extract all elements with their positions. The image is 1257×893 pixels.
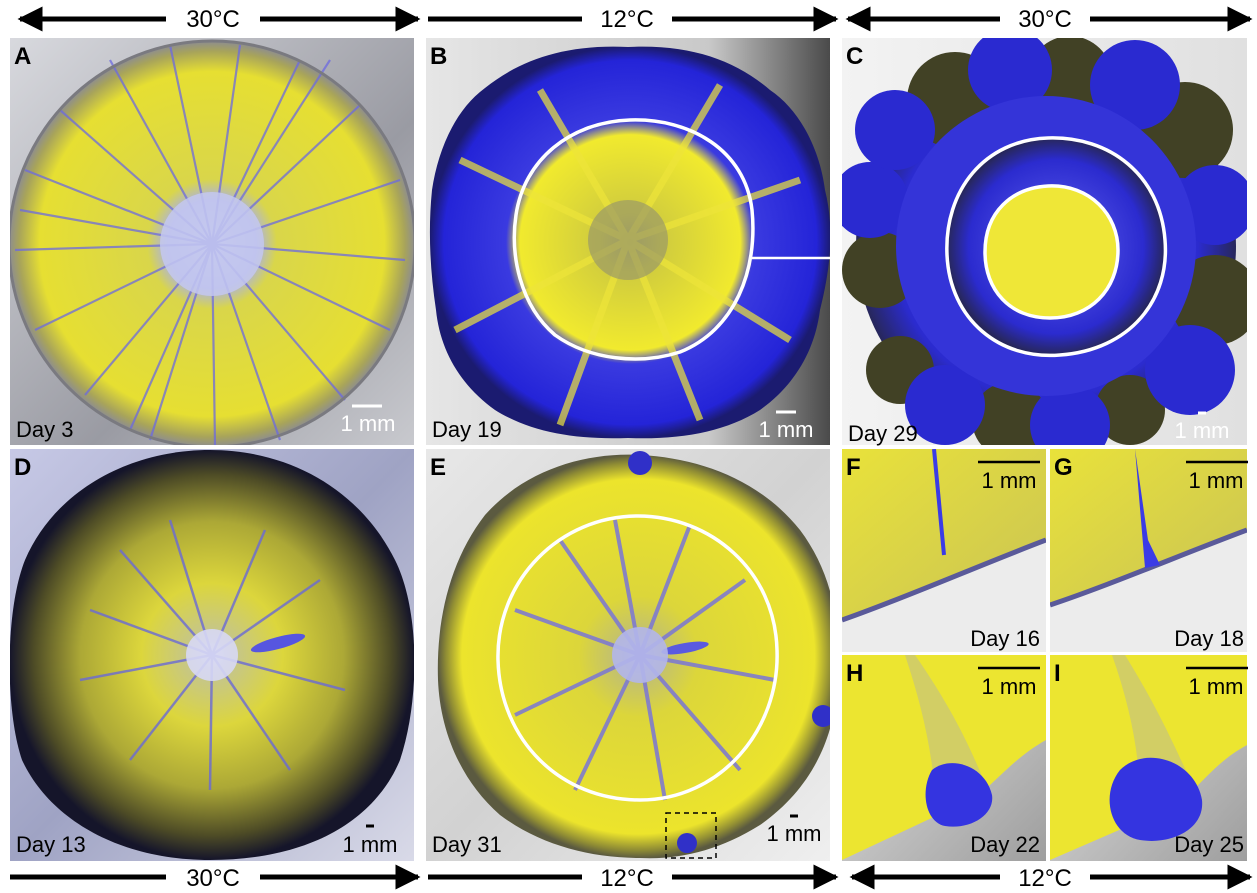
growth-ring-c-inner (983, 184, 1120, 320)
scale-bar-g: 1 mm (1186, 460, 1248, 493)
panel-label-f: F (846, 454, 861, 481)
scale-label-i: 1 mm (1189, 674, 1244, 699)
blue-sector-g (1135, 449, 1160, 568)
temp-label-top-a: 30°C (186, 6, 240, 33)
panel-label-h: H (846, 660, 863, 687)
day-label-d: Day 13 (16, 832, 86, 857)
panel-label-c: C (846, 43, 863, 70)
scale-label-b: 1 mm (759, 417, 814, 442)
panel-d (10, 449, 414, 861)
scale-bar-h: 1 mm (978, 666, 1040, 699)
scale-label-c: 1 mm (1175, 418, 1230, 443)
blue-sector-h (925, 763, 993, 827)
panel-c (842, 38, 1247, 445)
scale-bar-f: 1 mm (978, 460, 1040, 493)
day-label-c: Day 29 (848, 421, 918, 446)
growth-ring-e (496, 514, 779, 802)
temp-label-top-c: 30°C (1018, 6, 1072, 33)
panel-g (1050, 449, 1247, 652)
scale-label-a: 1 mm (341, 411, 396, 436)
panel-e (426, 449, 830, 861)
scale-bar-d: 1 mm (343, 824, 398, 857)
scale-bar-c: 1 mm (1175, 411, 1230, 443)
day-label-g: Day 18 (1174, 626, 1244, 651)
panel-f (842, 449, 1046, 652)
scale-bar-i: 1 mm (1186, 666, 1248, 699)
blue-sector-i (1109, 757, 1203, 841)
top-timeline: 30°C 12°C 30°C (17, 6, 1253, 33)
panel-label-a: A (14, 43, 31, 70)
panel-label-d: D (14, 454, 31, 481)
day-label-i: Day 25 (1174, 832, 1244, 857)
temp-label-top-b: 12°C (600, 6, 654, 33)
temp-label-bottom-d: 30°C (186, 865, 240, 892)
zoom-box (665, 812, 717, 859)
day-label-f: Day 16 (970, 626, 1040, 651)
temp-label-bottom-fi: 12°C (1018, 865, 1072, 892)
temp-label-bottom-e: 12°C (600, 865, 654, 892)
scale-label-f: 1 mm (982, 468, 1037, 493)
scale-label-d: 1 mm (343, 832, 398, 857)
bottom-timeline: 30°C 12°C 12°C (10, 864, 1253, 892)
panel-b (426, 38, 830, 445)
day-label-e: Day 31 (432, 832, 502, 857)
day-label-b: Day 19 (432, 417, 502, 442)
day-label-h: Day 22 (970, 832, 1040, 857)
panel-a (10, 38, 414, 445)
scale-bar-a: 1 mm (341, 404, 396, 436)
scale-label-e: 1 mm (767, 821, 822, 846)
scale-label-g: 1 mm (1189, 468, 1244, 493)
day-label-a: Day 3 (16, 417, 73, 442)
scale-bar-e: 1 mm (767, 814, 822, 846)
panel-label-b: B (430, 43, 447, 70)
scale-bar-b: 1 mm (759, 410, 814, 442)
scale-label-h: 1 mm (982, 674, 1037, 699)
panel-label-i: I (1054, 660, 1061, 687)
panel-i (1050, 655, 1247, 861)
panel-label-e: E (430, 454, 446, 481)
growth-ring-b (512, 118, 755, 361)
blue-sector-f (932, 449, 946, 556)
panel-h (842, 655, 1046, 861)
panel-label-g: G (1054, 454, 1073, 481)
